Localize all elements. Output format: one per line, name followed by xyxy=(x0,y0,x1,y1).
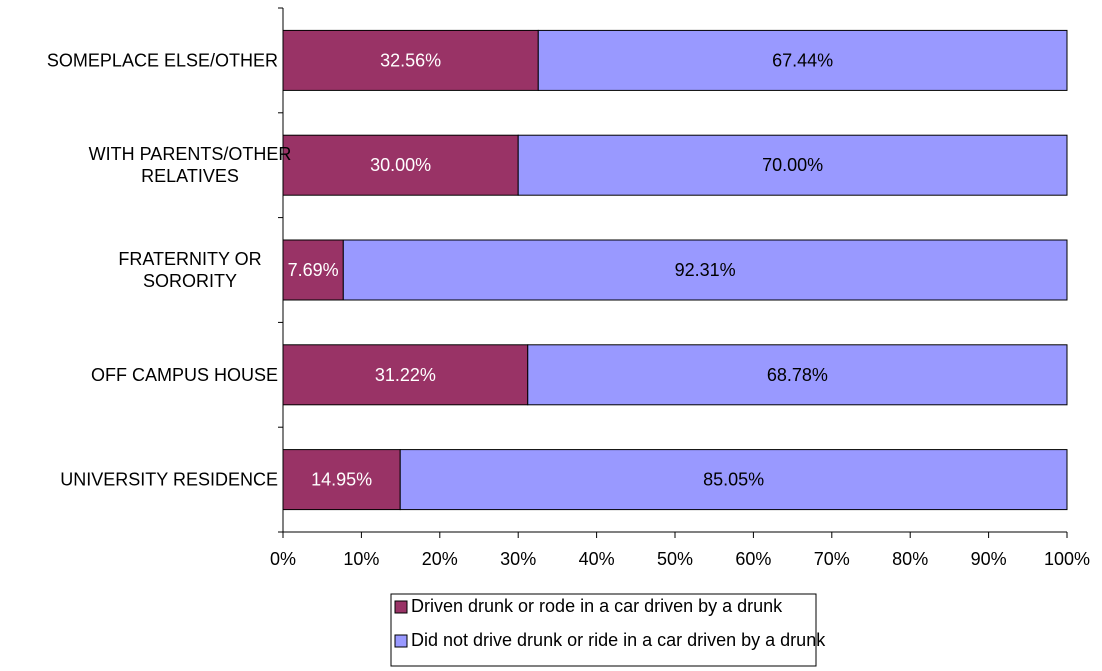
legend-entry: Did not drive drunk or ride in a car dri… xyxy=(411,630,826,650)
bar-segment xyxy=(517,134,1068,196)
bar-segment xyxy=(342,239,1068,301)
x-tick-label: 40% xyxy=(579,549,615,569)
data-label: 7.69% xyxy=(288,260,339,280)
data-label: 92.31% xyxy=(675,260,736,280)
data-label: 67.44% xyxy=(772,50,833,70)
bar-segment xyxy=(282,344,529,406)
data-label: 32.56% xyxy=(380,50,441,70)
legend-entry: Driven drunk or rode in a car driven by … xyxy=(411,596,783,616)
x-tick-labels: 0% 10% 20% 30% 40% 50% 60% 70% 80% 90% 100% xyxy=(270,549,1090,569)
category-label: FRATERNITY OR SORORITY xyxy=(118,249,261,291)
data-label: 68.78% xyxy=(767,365,828,385)
x-tick-label: 0% xyxy=(270,549,296,569)
x-tick-label: 100% xyxy=(1044,549,1090,569)
category-label: SOMEPLACE ELSE/OTHER xyxy=(47,50,278,70)
category-label-line: WITH PARENTS/OTHER xyxy=(89,144,292,164)
data-label: 31.22% xyxy=(375,365,436,385)
legend-swatch xyxy=(394,600,408,614)
bar-segment xyxy=(282,239,344,301)
category-labels: SOMEPLACE ELSE/OTHER WITH PARENTS/OTHER RE… xyxy=(47,50,291,489)
x-tick-label: 70% xyxy=(814,549,850,569)
category-label-line: RELATIVES xyxy=(141,166,239,186)
category-label-line: SOMEPLACE ELSE/OTHER xyxy=(47,50,278,70)
bar-segment xyxy=(282,29,539,91)
legend-swatch xyxy=(394,634,408,648)
data-label: 85.05% xyxy=(703,470,764,490)
bars-group: 32.56% 67.44% 30.00% 70.00% 7.69% 92.31% 31.22… xyxy=(282,29,1068,511)
x-tick-label: 60% xyxy=(735,549,771,569)
category-label-line: FRATERNITY OR xyxy=(118,249,261,269)
x-tick-label: 80% xyxy=(892,549,928,569)
bar-segment xyxy=(282,134,519,196)
category-label: OFF CAMPUS HOUSE xyxy=(91,365,278,385)
x-tick-label: 20% xyxy=(422,549,458,569)
category-label-line: SORORITY xyxy=(143,271,237,291)
data-label: 30.00% xyxy=(370,155,431,175)
x-tick-label: 10% xyxy=(343,549,379,569)
category-label: UNIVERSITY RESIDENCE xyxy=(60,470,278,490)
bar-segment xyxy=(537,29,1068,91)
legend-box xyxy=(390,593,817,667)
bar-segment xyxy=(399,449,1068,511)
x-tick-label: 90% xyxy=(971,549,1007,569)
data-label: 70.00% xyxy=(762,155,823,175)
category-label-line: OFF CAMPUS HOUSE xyxy=(91,365,278,385)
x-tick-label: 30% xyxy=(500,549,536,569)
legend: Driven drunk or rode in a car driven by … xyxy=(390,593,826,667)
category-label: WITH PARENTS/OTHER RELATIVES xyxy=(89,144,292,186)
axes-group xyxy=(278,7,1068,538)
category-label-line: UNIVERSITY RESIDENCE xyxy=(60,470,278,490)
data-label: 14.95% xyxy=(311,470,372,490)
x-tick-label: 50% xyxy=(657,549,693,569)
bar-segment xyxy=(527,344,1068,406)
